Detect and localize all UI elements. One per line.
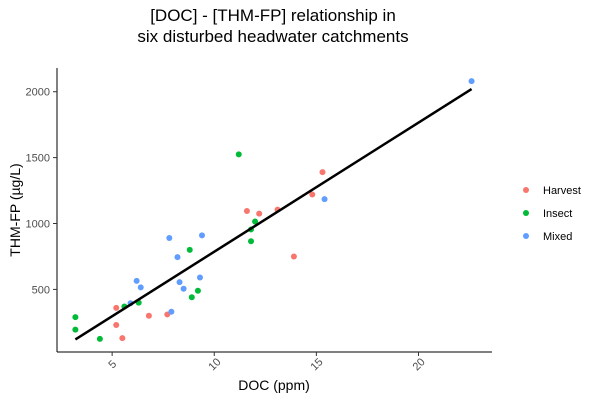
data-point xyxy=(113,304,120,311)
data-point xyxy=(309,191,316,198)
data-point xyxy=(174,254,181,261)
data-point xyxy=(319,169,326,176)
x-tick-label: 20 xyxy=(411,356,428,373)
data-point xyxy=(321,196,328,203)
x-axis-title: DOC (ppm) xyxy=(238,377,310,393)
plot-area xyxy=(72,78,475,342)
data-point xyxy=(186,246,193,253)
legend-item-harvest: Harvest xyxy=(523,185,581,197)
y-tick-label: 500 xyxy=(32,284,50,296)
x-tick-label: 15 xyxy=(308,356,325,373)
data-point xyxy=(168,308,175,315)
legend-label: Mixed xyxy=(543,231,572,243)
data-point xyxy=(180,285,187,292)
y-tick-label: 1000 xyxy=(26,219,50,231)
x-tick-label: 10 xyxy=(206,356,223,373)
data-point xyxy=(290,253,297,260)
data-point xyxy=(176,279,183,286)
data-point xyxy=(199,232,205,239)
data-point xyxy=(468,78,475,85)
series-harvest xyxy=(113,169,326,342)
data-point xyxy=(248,238,255,245)
data-point xyxy=(72,326,79,333)
x-tick-label: 5 xyxy=(106,358,119,371)
fit-line xyxy=(74,88,473,341)
y-tick-label: 1500 xyxy=(26,153,50,165)
y-axis-title: THM-FP (µg/L) xyxy=(7,163,23,256)
legend-marker xyxy=(523,210,529,216)
legend-marker xyxy=(523,233,529,239)
data-point xyxy=(119,335,126,342)
chart-title-line-2: six disturbed headwater catchments xyxy=(137,27,408,46)
legend: Harvest Insect Mixed xyxy=(523,185,581,243)
legend-item-insect: Insect xyxy=(523,208,572,220)
data-point xyxy=(72,314,79,321)
data-point xyxy=(256,210,263,217)
data-point xyxy=(113,321,120,328)
data-point xyxy=(196,274,203,281)
data-point xyxy=(188,294,195,301)
data-point xyxy=(96,335,103,342)
legend-label: Harvest xyxy=(543,185,581,197)
legend-marker xyxy=(523,187,529,193)
data-point xyxy=(252,218,259,225)
chart-title-line-1: [DOC] - [THM-FP] relationship in xyxy=(150,6,396,25)
data-point xyxy=(235,151,242,158)
x-ticks: 5 10 15 20 xyxy=(106,352,428,373)
data-point xyxy=(194,287,201,294)
legend-item-mixed: Mixed xyxy=(523,231,572,243)
data-point xyxy=(145,312,152,319)
y-tick-label: 2000 xyxy=(26,87,50,99)
data-point xyxy=(133,277,140,284)
data-point xyxy=(137,284,144,291)
data-point xyxy=(243,207,250,214)
y-ticks: 500 1000 1500 2000 xyxy=(26,87,57,296)
legend-label: Insect xyxy=(543,208,572,220)
data-point xyxy=(166,235,173,242)
